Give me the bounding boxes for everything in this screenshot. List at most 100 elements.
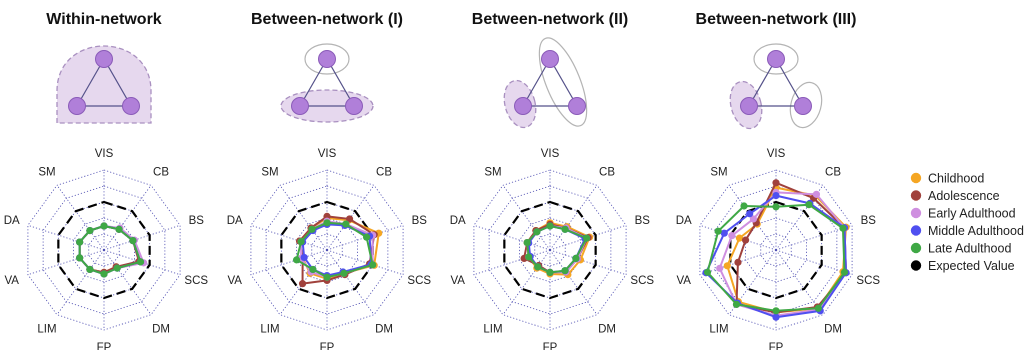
- axis-label-scs: SCS: [856, 275, 880, 287]
- axis-label-sm: SM: [38, 167, 55, 179]
- axis-label-vis: VIS: [541, 148, 560, 160]
- data-point-childhood-va: [723, 262, 731, 270]
- grid-ring: [250, 169, 404, 331]
- grid-spoke: [549, 249, 627, 276]
- data-point-late-adulthood-cb: [805, 201, 813, 209]
- axis-label-cb: CB: [599, 167, 615, 179]
- legend-marker: [910, 207, 922, 219]
- grid-spoke: [775, 224, 853, 251]
- grid-spoke: [250, 249, 328, 276]
- grid-spoke: [27, 224, 105, 251]
- axis-label-vis: VIS: [318, 148, 337, 160]
- axis-label-va: VA: [227, 275, 242, 287]
- panel-title: Between-network (I): [251, 11, 403, 28]
- grid-spoke: [56, 185, 105, 251]
- data-point-late-adulthood-da: [714, 227, 722, 235]
- axis-label-da: DA: [450, 215, 466, 227]
- series-late-adulthood: [292, 219, 377, 281]
- panel-between-network-iii: Between-network (III) VIS CB BS SCS DM FP LIM VA…: [676, 11, 881, 350]
- grid-spoke: [549, 185, 598, 251]
- grid-spoke: [279, 249, 328, 315]
- grid-ring: [73, 217, 135, 283]
- panel-title: Between-network (III): [696, 11, 857, 28]
- axis-label-scs: SCS: [630, 275, 654, 287]
- grid-spoke: [103, 224, 181, 251]
- network-edges: [298, 57, 356, 107]
- data-point-adolescence-cb: [345, 215, 354, 223]
- axis-label-bs: BS: [412, 215, 428, 227]
- data-point-late-adulthood-lim: [534, 263, 542, 271]
- axis-label-vis: VIS: [95, 148, 114, 160]
- series-adolescence: [76, 222, 143, 276]
- data-point-adolescence-vis: [772, 179, 780, 187]
- axis-label-bs: BS: [861, 215, 877, 227]
- axis-label-lim: LIM: [37, 323, 56, 335]
- series-late-adulthood: [703, 201, 849, 315]
- grid-spoke: [699, 249, 777, 276]
- axis-label-dm: DM: [598, 323, 616, 335]
- grid-ring: [265, 185, 389, 315]
- grid-ring: [488, 185, 612, 315]
- series-expected-value: [729, 200, 823, 300]
- network-node: [514, 97, 532, 115]
- panel-title: Within-network: [46, 11, 162, 28]
- data-point-late-adulthood-da: [523, 238, 531, 247]
- panel-within-network: Within-network VIS CB BS SCS DM FP LIM VA DA SM: [4, 11, 209, 350]
- axis-label-cb: CB: [153, 167, 169, 179]
- panel-between-network-ii: Between-network (II) VIS CB BS SCS DM FP LIM VA D…: [450, 11, 655, 350]
- data-point-late-adulthood-bs: [839, 224, 847, 232]
- data-point-late-adulthood-dm: [113, 264, 121, 272]
- legend-item-expected-value: Expected Value: [910, 259, 1015, 273]
- data-point-middle-adulthood-sm: [746, 210, 754, 218]
- axis-label-sm: SM: [710, 167, 727, 179]
- axis-label-sm: SM: [484, 167, 501, 179]
- grid-ring: [760, 233, 792, 267]
- legend: Childhood Adolescence Early Adulthood Middl…: [910, 172, 1024, 273]
- grid-spoke: [549, 249, 598, 315]
- grid-spoke: [473, 249, 551, 276]
- grid-spoke: [103, 185, 152, 251]
- legend-item-late-adulthood: Late Adulthood: [910, 242, 1011, 256]
- data-point-late-adulthood-va: [525, 253, 533, 261]
- network-node: [318, 50, 336, 68]
- network-edges: [521, 57, 579, 107]
- axis-label-da: DA: [227, 215, 243, 227]
- grid-ring: [745, 217, 807, 283]
- series-late-adulthood: [523, 222, 591, 276]
- data-point-late-adulthood-va: [292, 256, 301, 264]
- axis-label-fp: FP: [97, 342, 112, 350]
- axis-label-sm: SM: [261, 167, 278, 179]
- data-point-early-adulthood-sm: [749, 215, 758, 223]
- data-point-late-adulthood-fp: [546, 268, 554, 276]
- data-point-late-adulthood-va: [703, 268, 712, 276]
- network-edges: [75, 57, 133, 107]
- data-point-early-adulthood-da: [728, 232, 736, 240]
- data-point-late-adulthood-lim: [86, 265, 94, 274]
- legend-label: Childhood: [928, 172, 984, 186]
- data-point-adolescence-da: [741, 236, 750, 244]
- grid-spoke: [279, 185, 328, 251]
- panel-title: Between-network (II): [472, 11, 628, 28]
- grid-ring: [88, 233, 120, 267]
- data-point-late-adulthood-vis: [323, 219, 331, 227]
- legend-label: Adolescence: [928, 189, 1000, 203]
- grid-spoke: [56, 249, 105, 315]
- network-diagram: [280, 43, 374, 123]
- data-point-late-adulthood-da: [76, 238, 84, 246]
- legend-marker: [910, 225, 922, 236]
- legend-label: Middle Adulthood: [928, 224, 1024, 238]
- network-node: [68, 97, 86, 115]
- axis-label-dm: DM: [824, 323, 842, 335]
- data-point-late-adulthood-bs: [129, 237, 137, 245]
- data-point-late-adulthood-cb: [115, 225, 123, 233]
- legend-marker: [910, 260, 922, 271]
- data-point-middle-adulthood-da: [720, 229, 728, 237]
- axis-label-scs: SCS: [184, 275, 208, 287]
- legend-marker: [910, 190, 922, 201]
- axis-label-va: VA: [450, 275, 465, 287]
- axis-label-va: VA: [676, 275, 691, 287]
- data-point-late-adulthood-dm: [340, 269, 348, 277]
- series-expected-value: [57, 200, 151, 300]
- network-node: [740, 97, 758, 115]
